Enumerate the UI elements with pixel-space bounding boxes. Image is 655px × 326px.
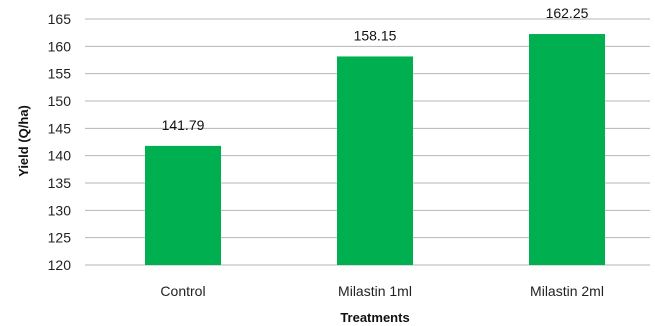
y-tick-label: 135 xyxy=(48,175,72,191)
y-axis-title: Yield (Q/ha) xyxy=(16,105,31,177)
y-tick-label: 140 xyxy=(48,148,72,164)
x-axis-category-labels: Control Milastin 1ml Milastin 2ml xyxy=(160,283,604,299)
y-tick-label: 120 xyxy=(48,257,72,273)
y-tick-label: 155 xyxy=(48,66,72,82)
bar xyxy=(337,56,413,265)
y-tick-label: 165 xyxy=(48,11,72,27)
y-axis-ticks: 120 125 130 135 140 145 150 155 160 165 xyxy=(48,11,72,273)
y-tick-label: 130 xyxy=(48,202,72,218)
x-axis-title: Treatments xyxy=(340,310,409,325)
y-tick-label: 150 xyxy=(48,93,72,109)
y-tick-label: 160 xyxy=(48,38,72,54)
data-labels: 141.79 158.15 162.25 xyxy=(162,5,589,133)
bar xyxy=(529,34,605,266)
x-category-label: Milastin 2ml xyxy=(530,283,604,299)
bar xyxy=(145,145,221,265)
bar-value-label: 162.25 xyxy=(546,5,589,21)
y-tick-label: 125 xyxy=(48,230,72,246)
x-category-label: Milastin 1ml xyxy=(338,283,412,299)
bar-value-label: 141.79 xyxy=(162,117,205,133)
y-tick-label: 145 xyxy=(48,120,72,136)
x-category-label: Control xyxy=(160,283,205,299)
bars xyxy=(145,34,605,266)
bar-value-label: 158.15 xyxy=(354,27,397,43)
